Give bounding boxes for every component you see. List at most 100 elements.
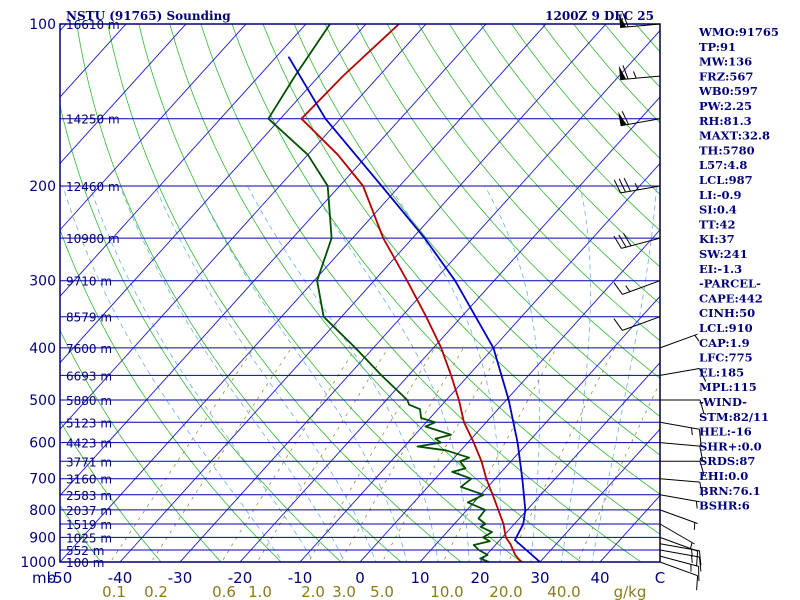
index-value: FRZ:567: [699, 69, 753, 83]
dry-adiabat: [386, 24, 660, 342]
wind-barb-staff: [621, 237, 661, 249]
index-value: SRDS:87: [699, 454, 755, 468]
temperature-tick-label: C: [655, 569, 665, 587]
moist-adiabat: [196, 185, 408, 562]
wind-barb-staff: [659, 368, 700, 376]
temperature-profile: [300, 24, 523, 562]
index-value: HEL:-16: [699, 425, 752, 439]
dry-adiabat: [200, 24, 642, 562]
dry-adiabat: [60, 504, 102, 562]
temperature-tick-label: -10: [288, 569, 313, 587]
index-value: RH:81.3: [699, 114, 752, 128]
mixing-ratio-line: [577, 381, 660, 562]
pressure-tick-label: 700: [29, 472, 56, 488]
moist-adiabat: [484, 185, 540, 562]
height-label: 8579 m: [66, 311, 112, 325]
mixing-ratio-line: [150, 347, 292, 562]
index-value: EI:-1.3: [699, 262, 742, 276]
dry-adiabat: [262, 24, 660, 495]
wind-barb-staff: [659, 523, 695, 545]
wind-barb: [659, 555, 700, 582]
pressure-tick-label: 900: [29, 530, 56, 546]
mixing-ratio-tick-label: 10.0: [430, 583, 463, 600]
index-value: BRN:76.1: [699, 484, 761, 498]
mixing-ratio-tick-label: 0.6: [212, 583, 236, 600]
wind-barb-flag: [699, 399, 705, 415]
wind-barb-flag: [698, 368, 707, 382]
wind-barb-pennant: [618, 111, 627, 126]
height-label: 16610 m: [66, 18, 120, 32]
isotherm: [359, 229, 660, 562]
isotherm: [60, 24, 367, 364]
pressure-tick-label: 600: [29, 436, 56, 452]
dry-adiabat: [0, 24, 49, 573]
mixing-ratio-line: [308, 347, 436, 562]
wind-barb-half-flag: [625, 285, 631, 292]
index-value: TT:42: [699, 217, 736, 231]
index-value: LI:-0.9: [699, 188, 742, 202]
wind-barb-staff: [659, 333, 698, 349]
temperature-tick-label: 40: [590, 569, 609, 587]
dry-adiabat: [60, 419, 162, 562]
height-label: 2583 m: [66, 489, 112, 503]
temperature-tick-label: 10: [410, 569, 429, 587]
dry-adiabat: [138, 24, 522, 562]
wind-barb-staff: [659, 536, 698, 552]
isotherm: [419, 295, 660, 562]
wind-barb-staff: [620, 118, 661, 127]
dry-adiabat: [293, 24, 660, 456]
moist-adiabat: [62, 185, 283, 562]
wind-barb-staff: [659, 549, 700, 558]
moist-adiabat: [119, 185, 345, 562]
wind-barb: [659, 368, 707, 382]
index-value: LCL:987: [699, 173, 753, 187]
index-value: CAPE:442: [699, 291, 763, 305]
wind-barb-pennant: [618, 65, 627, 80]
wind-barb-staff: [622, 316, 661, 331]
isotherm: [60, 24, 307, 297]
wind-barb-flag: [698, 550, 702, 566]
wind-barb: [618, 65, 661, 81]
wind-barb-staff: [659, 494, 700, 503]
mixing-ratio-line: [221, 347, 357, 562]
temperature-tick-label: 0: [355, 569, 365, 587]
height-label: 1025 m: [66, 531, 112, 545]
wind-barb-staff: [620, 23, 661, 28]
wind-barb: [659, 421, 702, 444]
temperature-tick-label: -30: [168, 569, 193, 587]
wind-barb: [613, 316, 661, 331]
wind-barb-flag: [699, 482, 704, 497]
wind-barb-flag: [699, 446, 704, 461]
index-value: STM:82/11: [699, 410, 769, 424]
wind-barb: [659, 333, 700, 349]
index-value: LFC:775: [699, 351, 753, 365]
isotherm: [60, 24, 247, 231]
mixing-ratio-tick-label: 5.0: [370, 583, 394, 600]
isotherm: [299, 162, 660, 562]
wind-barb-staff: [659, 442, 700, 447]
height-label: 5123 m: [66, 416, 112, 430]
moist-adiabat: [89, 185, 314, 562]
dry-adiabat: [60, 228, 282, 562]
index-value: EHI:0.0: [699, 469, 748, 483]
index-value: KI:37: [699, 232, 735, 246]
isotherm: [60, 24, 427, 430]
height-label: 4423 m: [66, 437, 112, 451]
index-value: TP:91: [699, 40, 736, 54]
dry-adiabat: [449, 24, 660, 268]
dry-adiabat: [573, 24, 660, 124]
parcel-profile: [287, 56, 541, 562]
index-value: L57:4.8: [699, 158, 747, 172]
wind-barb: [659, 549, 702, 572]
dry-adiabat: [417, 24, 660, 305]
wind-barb-staff: [659, 555, 699, 567]
wind-barb-half-flag: [691, 427, 693, 436]
wind-barb-flag: [623, 233, 632, 247]
wind-barb-pennant: [618, 13, 627, 28]
height-label: 6693 m: [66, 369, 112, 383]
wind-barb-flag: [618, 234, 627, 248]
index-value: SI:0.4: [699, 203, 737, 217]
wind-barb: [659, 442, 704, 461]
